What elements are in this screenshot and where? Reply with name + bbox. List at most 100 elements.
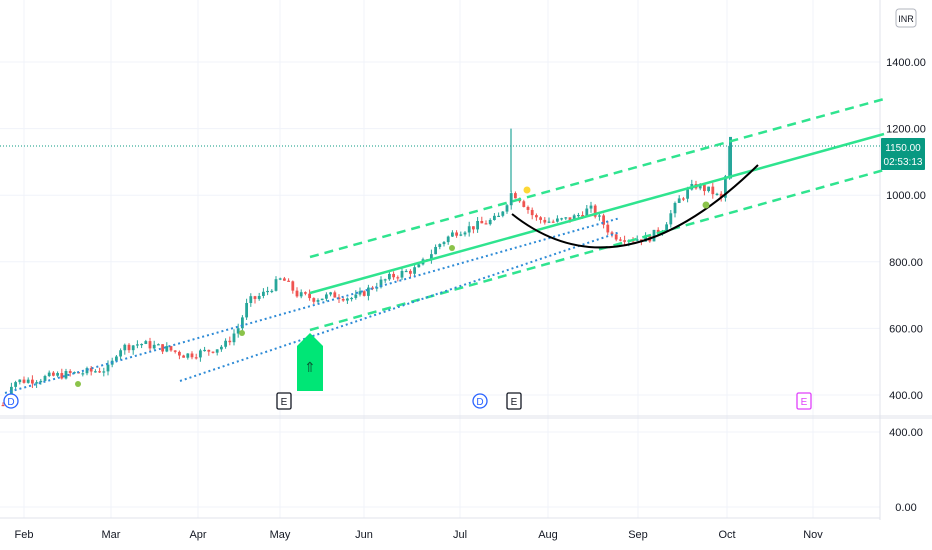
dividend-marker[interactable] [472, 393, 488, 409]
dividend-marker[interactable] [3, 393, 19, 409]
candle-body [581, 214, 584, 217]
candle-body [194, 357, 198, 359]
candle-body [329, 292, 332, 295]
candle-body [52, 372, 55, 376]
candle-body [241, 317, 244, 329]
candle-body [379, 279, 383, 288]
candle-body [228, 340, 232, 343]
candle-body [568, 217, 572, 221]
up-arrow-icon: ⇑ [304, 360, 316, 376]
candle-body [396, 277, 400, 279]
candle-body [270, 290, 274, 293]
time-tick-label: Jun [355, 529, 373, 541]
candle-body [547, 221, 551, 223]
candle-body [85, 368, 89, 374]
candle-body [665, 224, 668, 232]
candle-body [606, 224, 610, 233]
candle-body [81, 373, 85, 375]
cup-arc [511, 164, 759, 249]
candles [1, 128, 732, 408]
candle-body [106, 364, 110, 372]
candle-body [501, 211, 505, 216]
candle-body [409, 270, 412, 274]
candle-body [459, 234, 463, 236]
candle-body [497, 215, 500, 217]
candle-body [215, 349, 219, 353]
candle-body [614, 234, 618, 240]
candle-body [560, 218, 563, 220]
earnings-marker[interactable] [506, 392, 522, 410]
candle-body [182, 355, 185, 358]
time-tick-label: Nov [803, 529, 823, 541]
channel-upper-line [309, 97, 885, 259]
candle-body [266, 290, 269, 293]
candle-body [68, 371, 72, 373]
price-axis: 400.00 600.00 800.00 1000.00 1200.00 1400.00 [886, 57, 926, 402]
time-tick-label: May [270, 529, 291, 541]
candle-body [262, 291, 265, 296]
candle-body [43, 376, 47, 381]
candle-body [488, 219, 492, 225]
candle-body [564, 217, 568, 219]
time-tick-label: Feb [15, 529, 34, 541]
candle-body [530, 209, 534, 216]
candle-body [295, 290, 299, 297]
grid [0, 0, 880, 518]
candle-body [308, 293, 311, 299]
candle-body [585, 208, 589, 217]
candle-body [278, 278, 282, 280]
candle-body [673, 202, 677, 214]
candle-body [644, 235, 647, 242]
candle-body [274, 279, 278, 291]
candle-body [367, 287, 370, 296]
candle-body [207, 349, 211, 352]
candle-body [556, 218, 559, 222]
candle-body [232, 333, 236, 343]
earnings-marker[interactable] [796, 392, 812, 410]
time-tick-label: Aug [538, 529, 558, 541]
candle-body [119, 350, 122, 357]
earnings-marker[interactable] [276, 392, 292, 410]
candle-body [320, 298, 324, 301]
candle-body [220, 346, 223, 350]
candle-body [102, 371, 106, 373]
candle-body [505, 205, 509, 212]
candle-body [707, 186, 710, 192]
candle-body [283, 278, 286, 281]
time-tick-label: Sep [628, 529, 648, 541]
countdown-label: 02:53:13 [884, 157, 923, 168]
event-marker-label: D [7, 397, 14, 408]
price-tick-label: 800.00 [889, 257, 923, 269]
candle-body [136, 344, 139, 346]
currency-badge[interactable]: INR [895, 8, 917, 28]
candle-body [476, 221, 479, 230]
candle-body [14, 382, 17, 387]
candle-body [333, 292, 337, 298]
candle-body [724, 176, 727, 198]
candle-body [400, 270, 404, 278]
signal-dot [523, 186, 531, 194]
candle-body [484, 223, 488, 225]
candle-body [346, 298, 349, 301]
candle-body [161, 344, 164, 352]
candle-body [467, 226, 471, 233]
candle-body [729, 136, 732, 179]
candle-body [173, 350, 177, 352]
candle-body [698, 184, 702, 189]
candle-body [249, 296, 253, 304]
signal-dot [702, 201, 710, 209]
candle-body [253, 296, 257, 299]
currency-label: INR [898, 14, 914, 24]
time-tick-label: Mar [102, 529, 121, 541]
candle-body [299, 292, 303, 297]
channel-middle-line [309, 132, 885, 295]
volume-tick-label: 0.00 [895, 502, 916, 514]
price-tick-label: 1200.00 [886, 124, 926, 136]
candle-body [686, 189, 689, 199]
signal-dot [239, 330, 245, 336]
candle-body [413, 267, 416, 274]
candle-body [514, 193, 517, 199]
candle-body [572, 215, 576, 221]
